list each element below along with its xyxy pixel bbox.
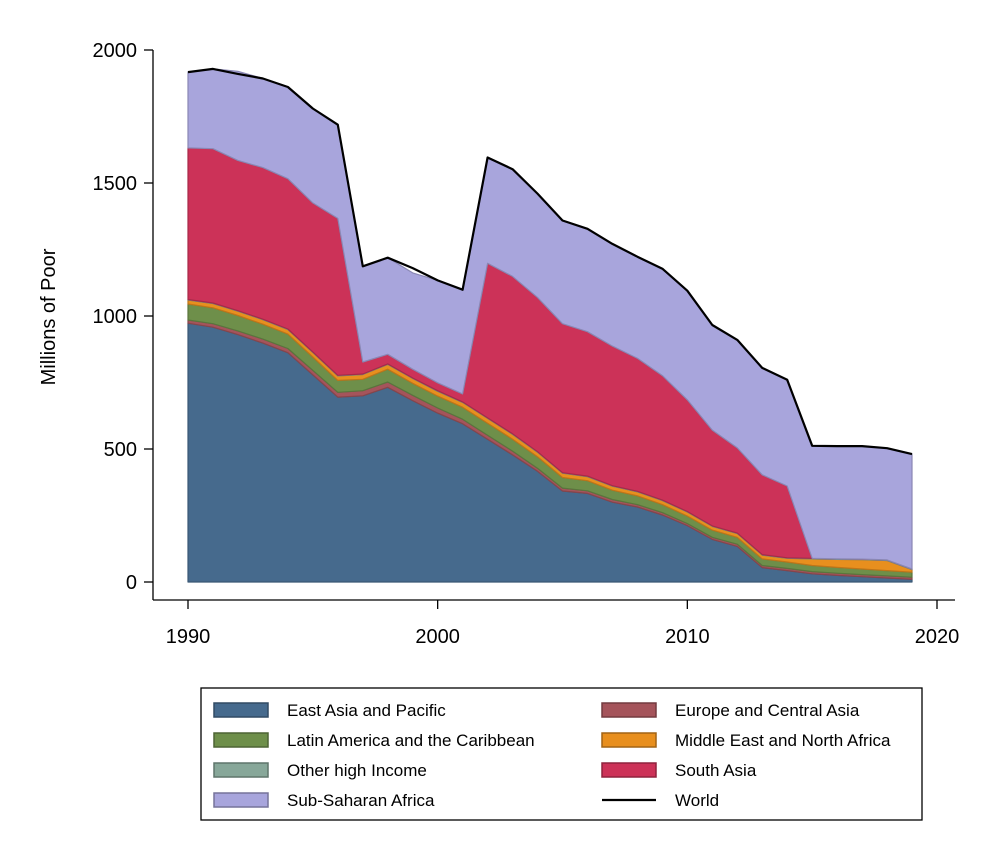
legend-label-latin-america-and-the-caribbean: Latin America and the Caribbean [287,731,535,750]
legend-label-east-asia-and-pacific: East Asia and Pacific [287,701,446,720]
legend-label-other-high-income: Other high Income [287,761,427,780]
legend-key-other-high-income [213,762,269,778]
y-axis-label: Millions of Poor [38,248,60,385]
world-line-layer [187,67,913,456]
legend-label-middle-east-and-north-africa: Middle East and North Africa [675,731,891,750]
x-tick-label: 2010 [665,626,710,648]
y-tick-label: 500 [104,439,137,461]
y-tick-label: 2000 [93,40,138,62]
y-tick-label: 1500 [93,173,138,195]
y-tick-label: 0 [126,572,137,594]
legend-key-south-asia [601,762,657,778]
legend-label-europe-and-central-asia: Europe and Central Asia [675,701,860,720]
x-tick-label: 1990 [166,626,211,648]
legend: East Asia and Pacific Europe and Central … [200,687,923,821]
legend-key-east-asia-and-pacific [213,702,269,718]
legend-label-sub-saharan-africa: Sub-Saharan Africa [287,791,435,810]
axes: 1990 2000 2010 2020 0 500 1000 1500 2000 [93,40,960,648]
legend-key-latin-america-and-the-caribbean [213,732,269,748]
y-tick-label: 1000 [93,306,138,328]
stacked-areas [187,68,913,583]
x-tick-label: 2020 [915,626,960,648]
legend-key-sub-saharan-africa [213,792,269,808]
legend-label-south-asia: South Asia [675,761,757,780]
legend-label-world: World [675,791,719,810]
legend-box [200,687,923,821]
legend-key-europe-and-central-asia [601,702,657,718]
x-tick-label: 2000 [415,626,460,648]
line-world [187,67,913,456]
legend-key-middle-east-and-north-africa [601,732,657,748]
